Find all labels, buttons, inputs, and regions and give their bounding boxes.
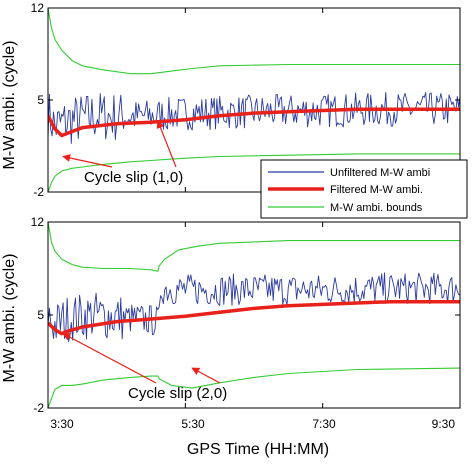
series-line-bound (48, 153, 460, 192)
series-line-filtered (48, 107, 460, 138)
y-axis-title-top: M-W ambi. (cycle) (1, 41, 18, 170)
y-tick-label: 5 (37, 308, 44, 322)
legend: Unfiltered M-W ambi Filtered M-W ambi. M… (260, 159, 468, 219)
x-tick-label: 7:30 (312, 417, 336, 431)
annotation-arrow (191, 367, 221, 384)
cycle-slip-annotation: Cycle slip (1,0) (84, 169, 183, 186)
legend-label-filtered: Filtered M-W ambi. (330, 184, 423, 196)
top-panel: 12 5 -2 Cycle slip (1,0) (31, 1, 461, 199)
y-tick-label: 12 (31, 1, 45, 15)
annotation-arrow (62, 154, 113, 168)
x-tick-label: 3:30 (50, 417, 74, 431)
series-line-bound (48, 367, 460, 408)
plot-frame (47, 221, 461, 409)
series-line-unfiltered (48, 272, 460, 342)
plot-area (48, 222, 460, 408)
y-tick-label: 5 (37, 93, 44, 107)
legend-label-unfiltered: Unfiltered M-W ambi (330, 167, 430, 179)
y-tick-label: -2 (33, 185, 44, 199)
bottom-panel: 12 5 -2 Cycle slip (2,0) (31, 215, 461, 415)
annotation-arrow (156, 120, 177, 168)
x-axis-title: GPS Time (HH:MM) (187, 441, 329, 458)
series-line-bound (48, 8, 460, 75)
x-tick-label: 5:30 (181, 417, 205, 431)
series-line-bound (48, 222, 460, 272)
x-tick-label: 9:30 (432, 417, 456, 431)
y-axis-title-bottom: M-W ambi. (cycle) (1, 254, 18, 383)
plot-area (48, 8, 460, 192)
cycle-slip-annotation: Cycle slip (2,0) (128, 385, 227, 402)
y-tick-label: -2 (33, 401, 44, 415)
legend-label-bounds: M-W ambi. bounds (330, 202, 423, 214)
annotation-arrow (62, 333, 157, 384)
x-tick-labels: 3:30 5:30 7:30 9:30 (50, 417, 455, 431)
series-line-unfiltered (48, 91, 460, 144)
y-tick-label: 12 (31, 215, 45, 229)
series-line-filtered (48, 299, 460, 336)
